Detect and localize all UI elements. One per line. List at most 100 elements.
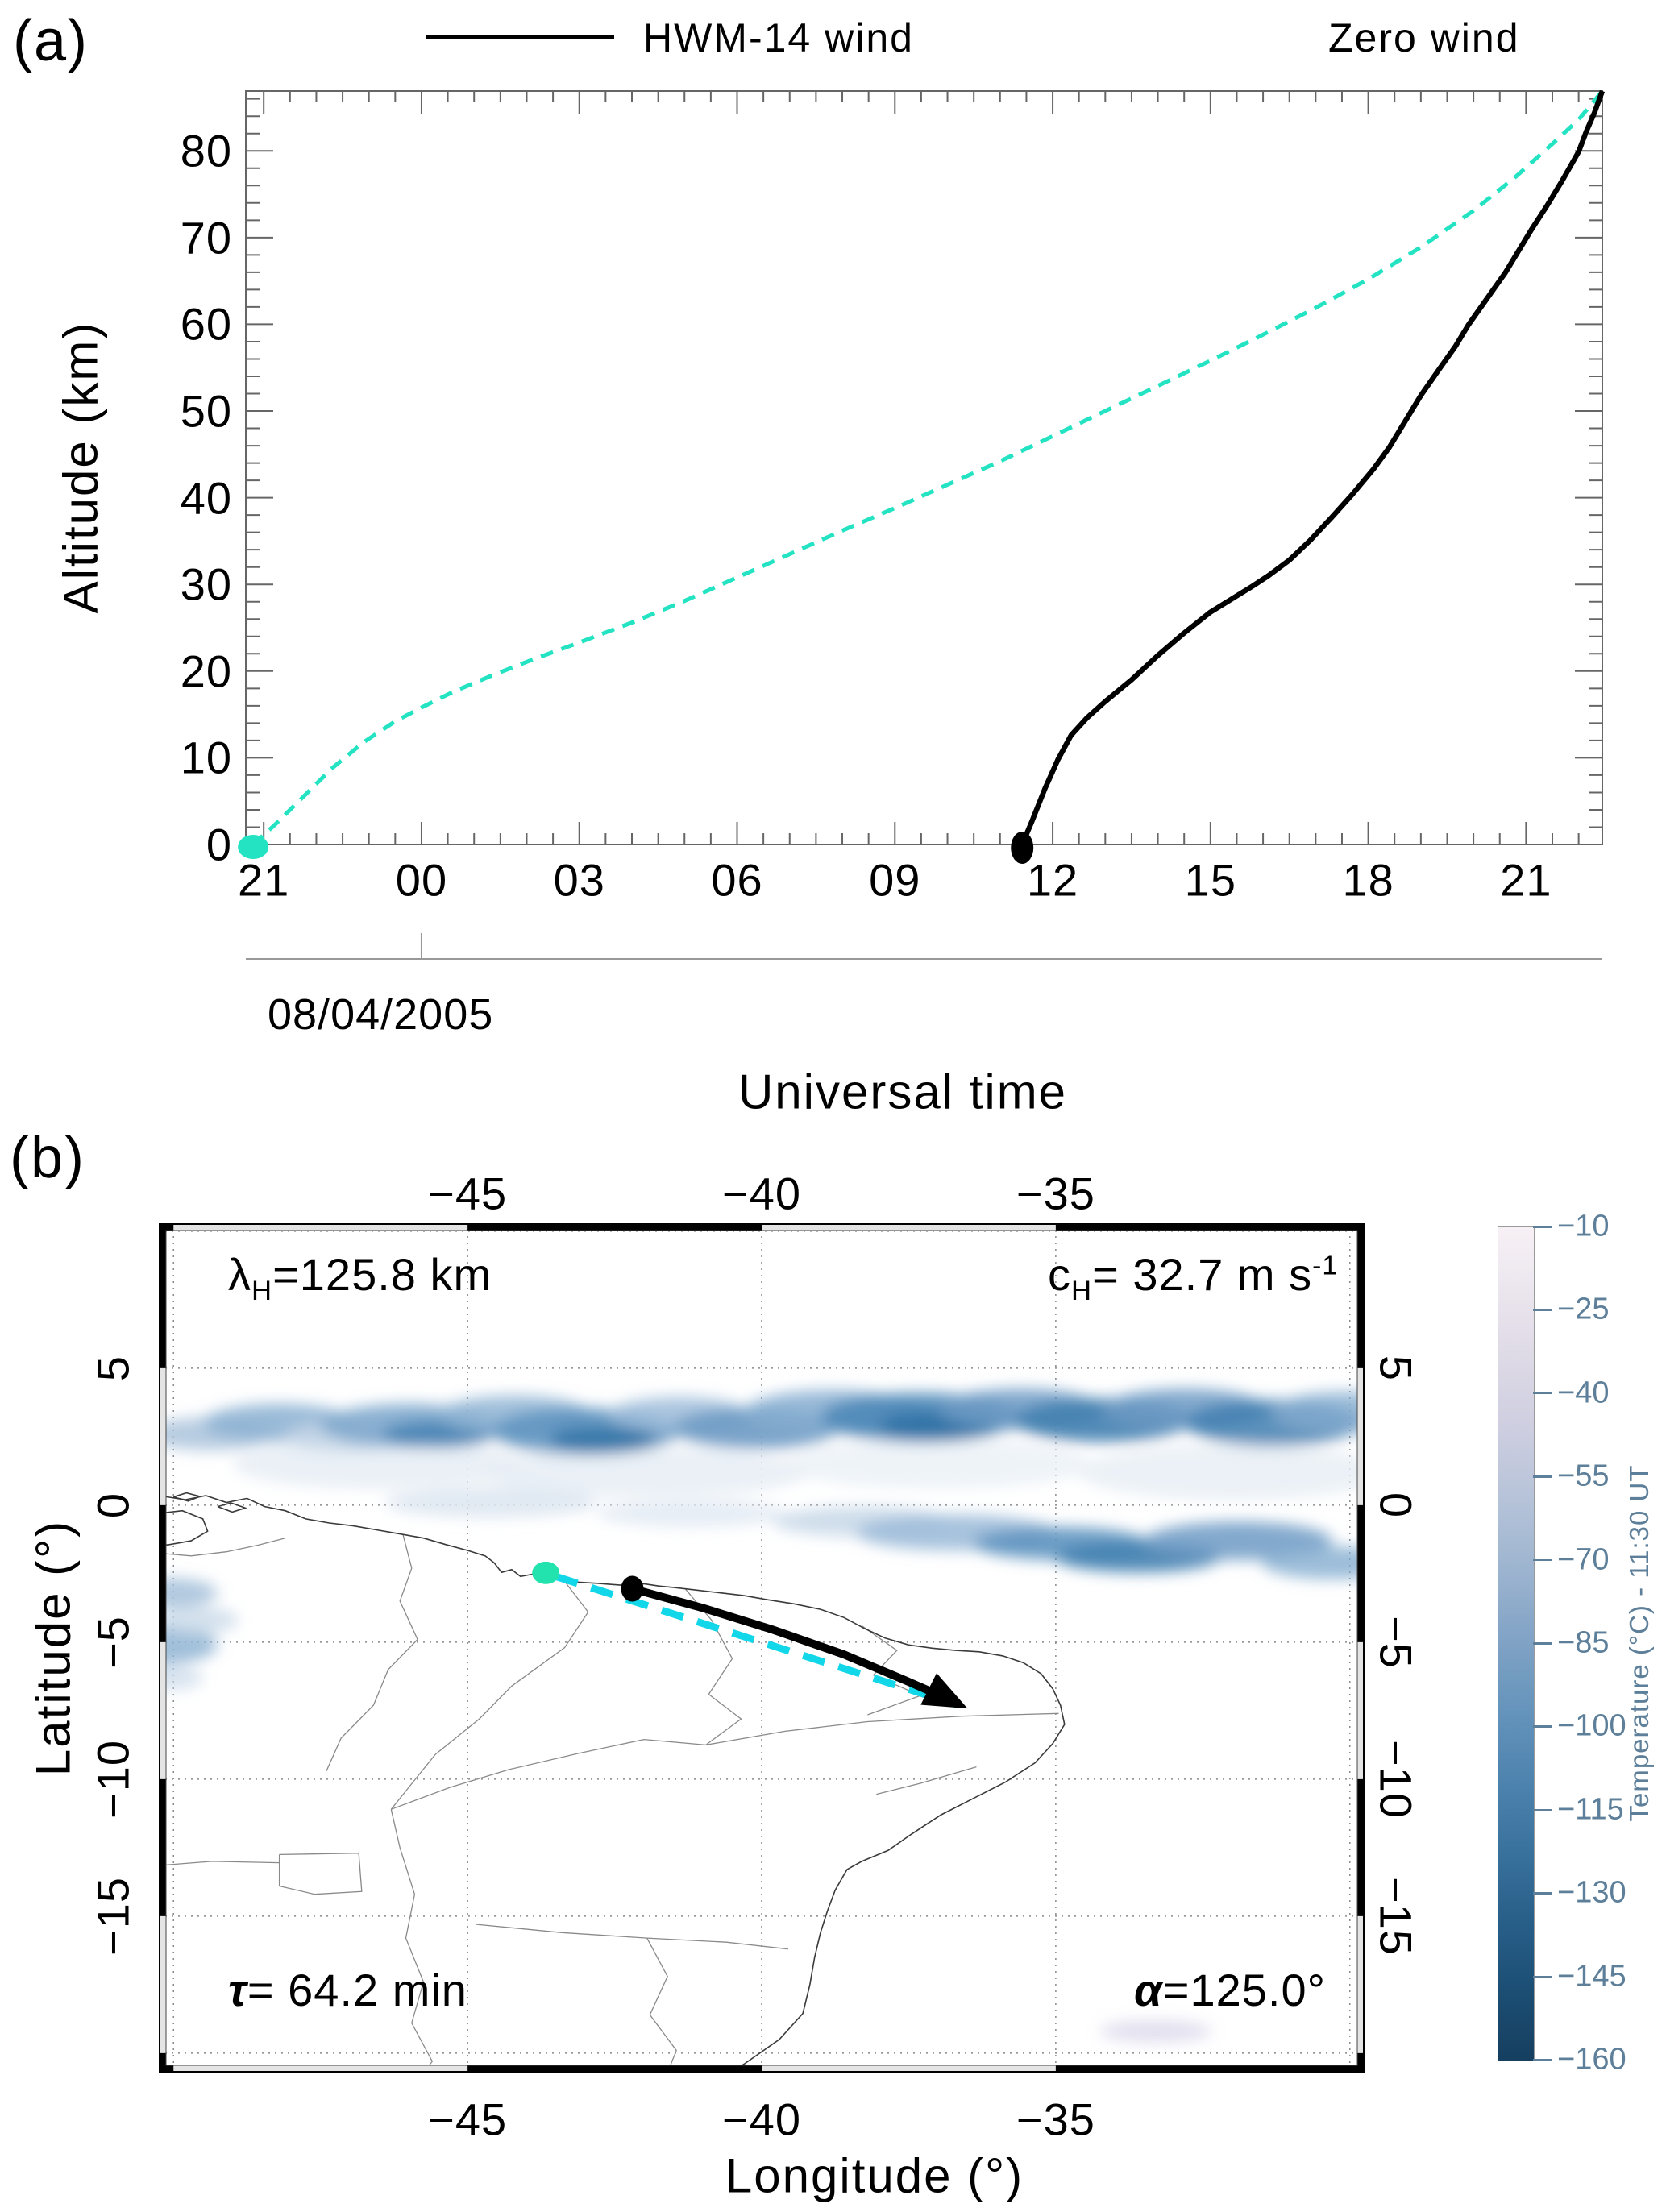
cloud-blob (159, 1577, 218, 1608)
curve-zero-wind (251, 89, 1604, 846)
cloud-blob (159, 1606, 239, 1634)
colorbar-title: Temperature (°C) - 11:30 UT (1624, 1464, 1654, 1822)
panel-a-plot (238, 89, 1606, 960)
cloud-blob (596, 1500, 786, 1528)
lon-tick-label-bottom: −40 (722, 2094, 801, 2145)
hwm-trajectory (628, 1584, 958, 1705)
lat-tick-label-right: −15 (1370, 1876, 1422, 1956)
annotation-period: τ= 64.2 min (228, 1965, 467, 2015)
state-border (876, 1766, 977, 1795)
panel-b-label: (b) (10, 1126, 85, 1190)
colorbar-tick-label: −160 (1557, 2042, 1627, 2077)
state-border (159, 1538, 286, 1557)
cloud-blob (479, 1447, 809, 1497)
panel-b-x-axis-title: Longitude (°) (725, 2148, 1024, 2203)
colorbar-tick-mark (1533, 1808, 1552, 1812)
state-border (326, 1533, 418, 1771)
cloud-blob (159, 1665, 203, 1691)
panel-a-date-label: 08/04/2005 (268, 990, 494, 1039)
lon-tick-label-bottom: −35 (1016, 2094, 1095, 2145)
colorbar-tick-mark (1533, 2059, 1552, 2061)
zero-wind-start-dot (238, 835, 269, 859)
cloud-blob (1144, 1521, 1332, 1560)
lon-tick-label-top: −35 (1016, 1168, 1095, 1219)
hwm-map-dot (621, 1575, 644, 1602)
colorbar-tick-label: −100 (1557, 1708, 1627, 1743)
lon-tick-label-bottom: −45 (428, 2094, 508, 2145)
lat-tick-label-right: −10 (1370, 1739, 1422, 1819)
state-border (390, 1809, 434, 2073)
state-border (646, 1937, 677, 2073)
legend-hwm-line (426, 35, 614, 39)
plot-a-frame (245, 90, 1603, 845)
annotation-horizontal-wavelength: λH=125.8 km (228, 1249, 492, 1307)
hwm-start-dot (1011, 832, 1034, 864)
colorbar-tick-mark (1533, 1392, 1552, 1395)
colorbar-tick-label: −115 (1557, 1792, 1624, 1827)
coastline (159, 1495, 1066, 2073)
state-border (861, 1625, 922, 1716)
map-background (159, 1223, 1365, 2073)
colorbar-tick-mark (1533, 1558, 1552, 1562)
colorbar-tick-label: −130 (1557, 1875, 1627, 1910)
colorbar-tick-mark (1533, 1725, 1552, 1728)
lon-tick-label-top: −45 (428, 1168, 508, 1219)
cloud-blob (1261, 1546, 1365, 1579)
hwm-arrowhead (920, 1673, 968, 1709)
annotation-phase-speed: cH= 32.7 m s-1 (1048, 1249, 1338, 1307)
lon-tick-label-top: −40 (722, 1168, 801, 1219)
state-border (705, 1712, 1059, 1746)
lat-tick-label-left: −10 (87, 1739, 139, 1819)
lat-tick-label-left: 0 (87, 1492, 139, 1518)
colorbar-tick-label: −40 (1557, 1376, 1610, 1410)
lat-tick-label-left: 5 (87, 1355, 139, 1381)
legend-zero-label: Zero wind (1328, 15, 1520, 60)
colorbar-tick-label: −55 (1557, 1459, 1610, 1493)
curve-hwm14-wind (1020, 89, 1606, 846)
colorbar (1498, 1226, 1535, 2061)
lat-tick-label-right: 0 (1370, 1492, 1422, 1518)
colorbar-tick-label: −25 (1557, 1292, 1610, 1326)
state-border (684, 1588, 742, 1745)
state-border (391, 1738, 706, 1810)
lat-tick-label-right: −5 (1370, 1615, 1422, 1669)
colorbar-tick-label: −85 (1557, 1625, 1610, 1660)
lat-tick-label-left: −5 (87, 1615, 139, 1669)
colorbar-tick-mark (1533, 1642, 1552, 1645)
c-symbol: c (1048, 1249, 1072, 1300)
map-frame (159, 1223, 1365, 2073)
colorbar-tick-mark (1533, 1892, 1552, 1895)
alpha-symbol: α (1134, 1965, 1163, 2015)
panel-b-y-axis-title: Latitude (°) (26, 1519, 81, 1777)
coastline (217, 1502, 247, 1513)
map-geography (159, 1492, 1066, 2073)
colorbar-tick-mark (1533, 1475, 1552, 1478)
panel-a-y-axis-title: Altitude (km) (53, 321, 108, 614)
state-border (390, 1581, 589, 1810)
cloud-blob (550, 1426, 656, 1454)
legend-hwm-label: HWM-14 wind (643, 15, 914, 60)
cloud-blob (785, 1439, 1091, 1489)
cloud-blob (384, 1487, 597, 1518)
colorbar-tick-label: −145 (1557, 1959, 1627, 1994)
zero-wind-map-dot (532, 1561, 560, 1584)
coastline (159, 1509, 209, 1546)
panel-b-map (159, 1223, 1365, 2073)
cloud-blob (1099, 2020, 1212, 2043)
lat-tick-label-left: −15 (87, 1876, 139, 1956)
cloud-blob (159, 1625, 218, 1665)
cloud-blob (1079, 1445, 1365, 1500)
colorbar-tick-mark (1533, 1975, 1552, 1978)
colorbar-tick-mark (1533, 1309, 1552, 1311)
coastline (172, 1492, 202, 1502)
colorbar-tick-label: −70 (1557, 1542, 1610, 1577)
tau-symbol: τ (228, 1965, 247, 2015)
cloud-blob (232, 1439, 527, 1489)
state-border (159, 1861, 280, 1866)
panel-a-x-axis-title: Universal time (737, 1064, 1068, 1119)
annotation-azimuth: α=125.0° (1134, 1965, 1326, 2015)
panel-a-label: (a) (13, 9, 89, 73)
lat-tick-label-right: 5 (1370, 1355, 1422, 1381)
cloud-blob (1273, 1391, 1365, 1433)
lambda-symbol: λ (228, 1249, 251, 1300)
